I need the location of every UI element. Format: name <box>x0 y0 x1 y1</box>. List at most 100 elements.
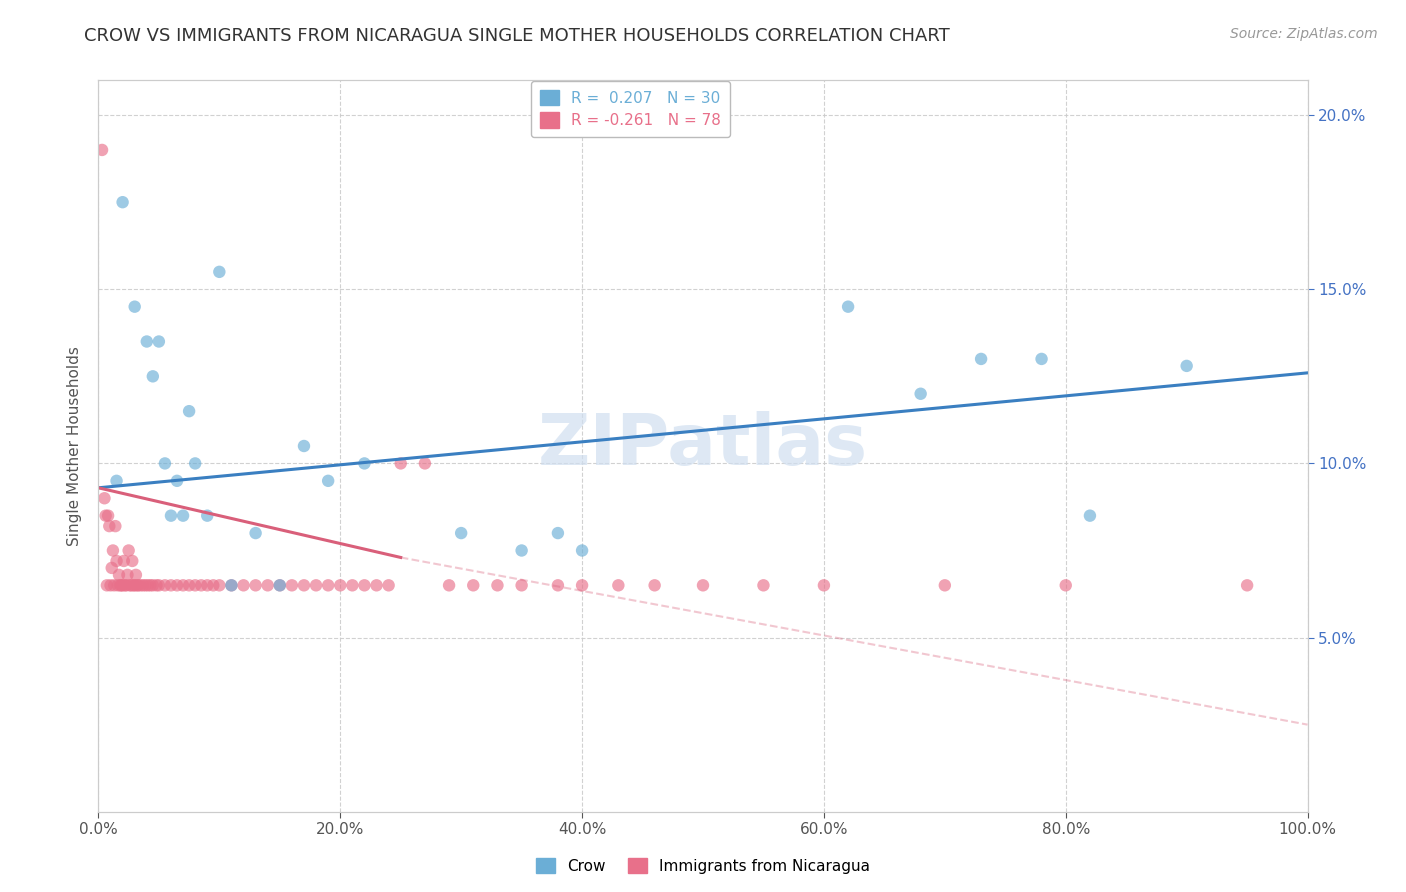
Point <box>202 578 225 592</box>
Point <box>97 508 120 523</box>
Point <box>190 578 212 592</box>
Point <box>342 578 364 592</box>
Point <box>353 578 375 592</box>
Point <box>127 578 149 592</box>
Point <box>136 578 159 592</box>
Point <box>510 578 533 592</box>
Point <box>148 578 170 592</box>
Point <box>437 578 460 592</box>
Point <box>316 474 339 488</box>
Point <box>148 334 170 349</box>
Point <box>121 554 143 568</box>
Point <box>1236 578 1258 592</box>
Point <box>329 578 352 592</box>
Point <box>281 578 304 592</box>
Point <box>127 578 149 592</box>
Point <box>305 578 328 592</box>
Point <box>91 143 114 157</box>
Point <box>752 578 775 592</box>
Point <box>245 578 267 592</box>
Point <box>269 578 291 592</box>
Point <box>108 567 131 582</box>
Point <box>172 578 194 592</box>
Point <box>353 457 375 471</box>
Point <box>571 543 593 558</box>
Point <box>510 543 533 558</box>
Point <box>292 578 315 592</box>
Point <box>571 578 593 592</box>
Point <box>179 578 201 592</box>
Y-axis label: Single Mother Households: Single Mother Households <box>67 346 83 546</box>
Point <box>111 578 134 592</box>
Point <box>117 567 139 582</box>
Point <box>166 578 188 592</box>
Point <box>118 578 141 592</box>
Point <box>366 578 388 592</box>
Point <box>184 457 207 471</box>
Point <box>232 578 254 592</box>
Point <box>104 519 127 533</box>
Point <box>105 474 128 488</box>
Point <box>1175 359 1198 373</box>
Point <box>179 404 201 418</box>
Point <box>135 334 157 349</box>
Point <box>94 508 117 523</box>
Point <box>108 578 131 592</box>
Point <box>256 578 278 592</box>
Point <box>118 543 141 558</box>
Point <box>644 578 666 592</box>
Point <box>377 578 399 592</box>
Legend: Crow, Immigrants from Nicaragua: Crow, Immigrants from Nicaragua <box>530 852 876 880</box>
Point <box>166 474 188 488</box>
Point <box>93 491 115 506</box>
Point <box>389 457 412 471</box>
Point <box>607 578 630 592</box>
Point <box>153 457 176 471</box>
Point <box>101 543 124 558</box>
Point <box>100 561 122 575</box>
Point <box>195 578 218 592</box>
Point <box>135 578 157 592</box>
Text: CROW VS IMMIGRANTS FROM NICARAGUA SINGLE MOTHER HOUSEHOLDS CORRELATION CHART: CROW VS IMMIGRANTS FROM NICARAGUA SINGLE… <box>84 27 950 45</box>
Point <box>105 554 128 568</box>
Point <box>110 578 132 592</box>
Point <box>910 386 932 401</box>
Point <box>100 578 122 592</box>
Point <box>172 508 194 523</box>
Point <box>450 526 472 541</box>
Point <box>107 578 129 592</box>
Point <box>463 578 485 592</box>
Point <box>813 578 835 592</box>
Point <box>292 439 315 453</box>
Point <box>208 265 231 279</box>
Point <box>115 578 138 592</box>
Point <box>98 519 121 533</box>
Point <box>160 578 183 592</box>
Point <box>124 300 146 314</box>
Point <box>103 578 125 592</box>
Point <box>153 578 176 592</box>
Point <box>145 578 167 592</box>
Point <box>1078 508 1101 523</box>
Point <box>486 578 509 592</box>
Point <box>970 351 993 366</box>
Point <box>692 578 714 592</box>
Point <box>124 578 146 592</box>
Point <box>208 578 231 592</box>
Point <box>221 578 243 592</box>
Point <box>122 578 145 592</box>
Point <box>413 457 436 471</box>
Point <box>316 578 339 592</box>
Point <box>129 578 152 592</box>
Point <box>934 578 956 592</box>
Point <box>195 508 218 523</box>
Point <box>112 554 135 568</box>
Point <box>120 578 142 592</box>
Point <box>142 578 165 592</box>
Point <box>132 578 155 592</box>
Point <box>1054 578 1077 592</box>
Point <box>125 567 148 582</box>
Point <box>1031 351 1053 366</box>
Point <box>547 578 569 592</box>
Point <box>547 526 569 541</box>
